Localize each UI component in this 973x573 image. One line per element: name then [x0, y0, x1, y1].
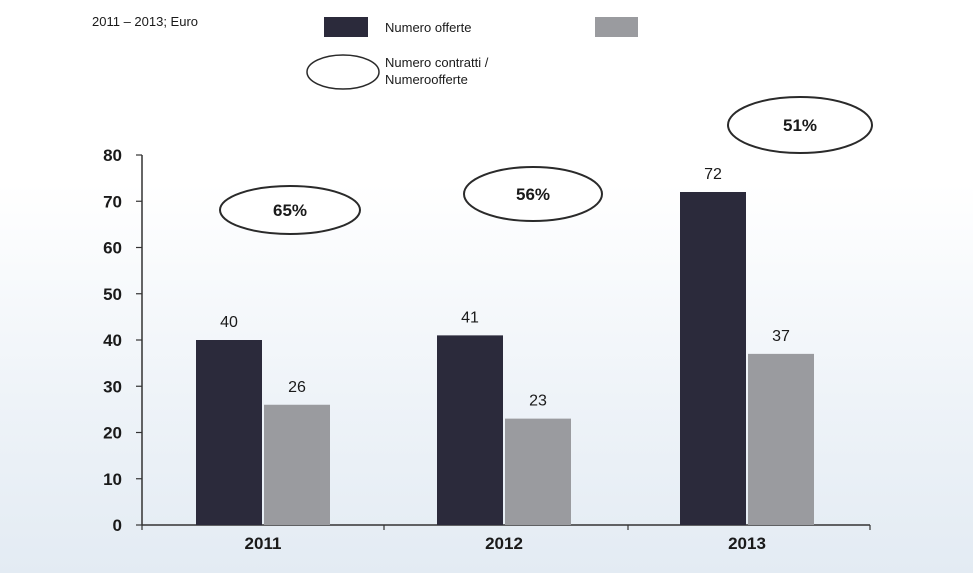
data-label-series-2-2013: 37	[772, 328, 790, 345]
y-tick-label: 20	[103, 424, 122, 443]
y-tick-label: 50	[103, 285, 122, 304]
ratio-ellipse-2011	[219, 185, 361, 235]
bar-series-1-2011	[196, 340, 262, 525]
x-category-label: 2011	[245, 534, 282, 553]
legend-ratio-label-line-1: Numero contratti /	[385, 55, 489, 70]
x-category-labels: 2011 2012 2013	[141, 525, 871, 553]
ratio-ellipses: 65% 56% 51%	[219, 96, 873, 235]
legend-ratio-label-line-2: Numeroofferte	[385, 72, 468, 87]
y-ticks: 0 10 20 30 40 50 60 70 80	[103, 146, 142, 535]
ratio-label-2013: 51%	[783, 116, 817, 135]
data-label-series-1-2013: 72	[704, 166, 722, 183]
ratio-ellipse-2012	[463, 166, 603, 222]
ratio-ellipse-2013	[727, 96, 873, 154]
bar-series-2-2013	[748, 353, 814, 525]
legend: Numero offerte Numero contratti / Numero…	[306, 17, 638, 90]
y-tick-label: 10	[103, 470, 122, 489]
y-tick-label: 60	[103, 239, 122, 258]
x-category-label: 2012	[485, 534, 523, 553]
chart-subtitle: 2011 – 2013; Euro	[92, 14, 198, 29]
y-tick-label: 70	[103, 192, 122, 211]
data-label-series-1-2011: 40	[220, 314, 238, 331]
legend-swatch-series-2	[595, 17, 638, 37]
bar-series-1-2013	[680, 192, 746, 525]
bars	[196, 192, 814, 525]
x-category-label: 2013	[728, 534, 766, 553]
data-label-series-2-2012: 23	[529, 393, 547, 410]
data-label-series-2-2011: 26	[288, 379, 306, 396]
legend-swatch-series-1	[324, 17, 368, 37]
y-tick-label: 80	[103, 146, 122, 165]
bar-series-1-2012	[437, 335, 503, 525]
legend-ratio-ellipse	[306, 54, 380, 90]
legend-label-series-1: Numero offerte	[385, 20, 471, 35]
y-tick-label: 0	[113, 516, 122, 535]
y-tick-label: 40	[103, 331, 122, 350]
y-tick-label: 30	[103, 377, 122, 396]
data-labels: 40 41 72 26 23 37	[220, 166, 790, 410]
ratio-label-2012: 56%	[516, 185, 550, 204]
data-label-series-1-2012: 41	[461, 309, 479, 326]
ratio-label-2011: 65%	[273, 201, 307, 220]
bar-series-2-2011	[264, 404, 330, 525]
bar-series-2-2012	[505, 418, 571, 525]
